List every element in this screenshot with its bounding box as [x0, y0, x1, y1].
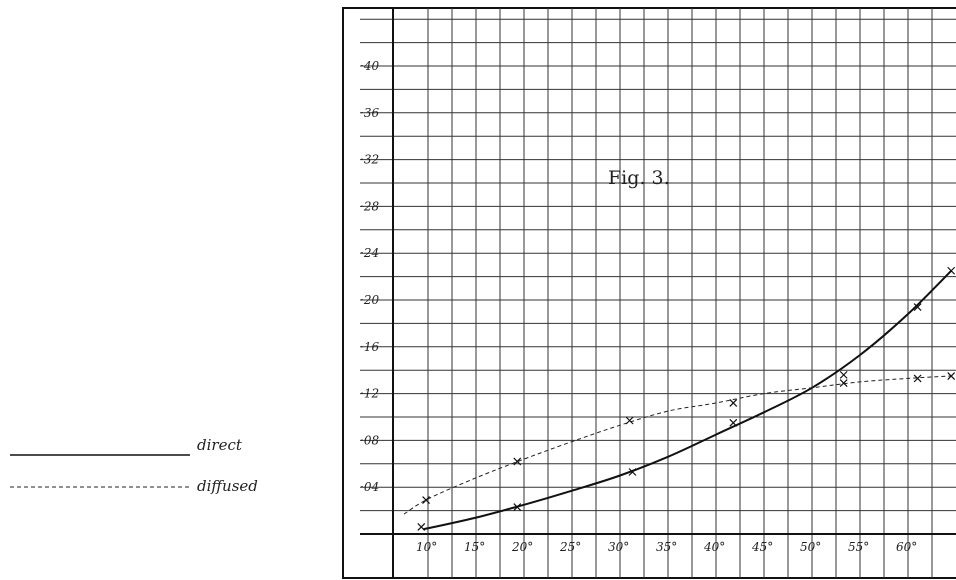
legend-label-direct: direct	[197, 436, 243, 454]
axes	[360, 8, 956, 578]
y-tick-label: ·12	[360, 387, 379, 401]
x-tick-label: 40°	[703, 540, 725, 554]
y-tick-label: ·16	[360, 340, 379, 354]
plot-frame	[342, 7, 956, 579]
series-line-direct	[422, 270, 952, 531]
x-tick-label: 25°	[559, 540, 581, 554]
figure-title: Fig. 3.	[608, 167, 670, 189]
data-point-direct	[839, 370, 848, 379]
data-point-diffused	[947, 372, 956, 380]
y-tick-label: ·24	[360, 246, 379, 260]
x-tick-label: 45°	[751, 540, 773, 554]
x-tick-label: 35°	[656, 540, 677, 554]
data-point-diffused	[513, 457, 522, 466]
x-tick-label: 30°	[608, 540, 629, 554]
x-tick-labels: 10° 15° 20° 25° 30° 35° 40° 45° 50° 55° 60°	[416, 540, 917, 554]
x-tick-label: 50°	[800, 540, 821, 554]
y-tick-labels: ·04 ·08 ·12 ·16 ·20 ·24 ·28 ·32 ·36 ·40	[360, 59, 379, 494]
data-point-direct	[729, 418, 738, 427]
data-point-diffused	[625, 416, 634, 425]
data-point-direct	[913, 303, 922, 311]
y-tick-label: ·04	[360, 480, 379, 494]
y-tick-label: ·32	[360, 153, 379, 167]
y-tick-label: ·08	[360, 433, 379, 447]
data-point-diffused	[729, 399, 738, 407]
x-tick-label: 55°	[848, 540, 869, 554]
y-tick-label: ·28	[360, 199, 379, 213]
series-line-diffused	[403, 375, 952, 515]
data-point-direct	[947, 266, 956, 275]
plot-border	[342, 7, 956, 579]
y-tick-label: ·20	[360, 293, 379, 307]
legend: direct diffused	[10, 436, 258, 495]
data-point-diffused	[913, 374, 922, 383]
legend-label-diffused: diffused	[197, 477, 258, 495]
data-markers	[417, 266, 956, 531]
data-series	[403, 270, 952, 531]
grid-lines	[360, 8, 956, 578]
x-tick-label: 15°	[464, 540, 485, 554]
data-point-direct	[628, 468, 637, 476]
x-tick-label: 60°	[896, 540, 917, 554]
y-tick-label: ·40	[360, 59, 379, 73]
x-tick-label: 10°	[416, 540, 437, 554]
y-tick-label: ·36	[360, 106, 379, 120]
data-point-direct	[417, 523, 426, 531]
data-point-diffused	[422, 496, 431, 504]
data-point-direct	[513, 503, 522, 512]
x-tick-label: 20°	[511, 540, 533, 554]
data-point-diffused	[839, 379, 848, 387]
